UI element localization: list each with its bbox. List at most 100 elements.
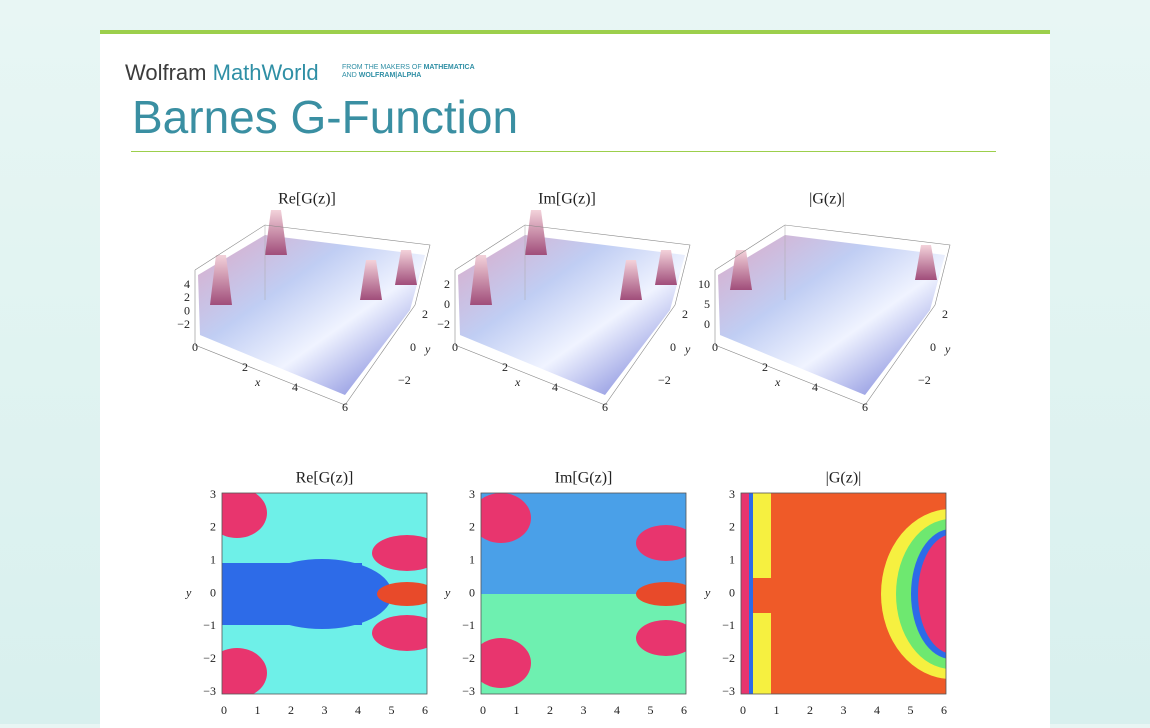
y-axis-label: y [424, 342, 431, 356]
y-tick-label: −2 [722, 651, 735, 665]
contour-region [636, 582, 686, 606]
x-tick-label: 0 [192, 340, 198, 354]
x-tick-label: 2 [547, 703, 553, 717]
x-axis-label: x [514, 375, 521, 389]
plot-label: |G(z)| [826, 470, 862, 487]
surface-spike [210, 255, 232, 305]
z-tick-label: 2 [444, 277, 450, 291]
plot-label: Re[G(z)] [296, 470, 354, 487]
y-tick-label: 0 [930, 340, 936, 354]
brand-mathworld: MathWorld [212, 60, 319, 85]
contour-region [481, 493, 531, 543]
y-tick-label: 2 [422, 307, 428, 321]
x-tick-label: 4 [874, 703, 880, 717]
z-tick-label: 2 [184, 290, 190, 304]
y-axis-label: y [704, 585, 711, 599]
surface-spike [655, 250, 677, 285]
y-axis-label: y [444, 585, 451, 599]
tagline-bold: WOLFRAM|ALPHA [358, 72, 422, 79]
x-tick-label: 0 [712, 340, 718, 354]
surface-spike [470, 255, 492, 305]
x-tick-label: 3 [322, 703, 328, 717]
surface [198, 235, 425, 395]
y-tick-label: 3 [210, 487, 216, 501]
z-tick-label: 10 [698, 277, 710, 291]
y-tick-label: −2 [398, 373, 411, 387]
x-tick-label: 2 [242, 360, 248, 374]
surface-spike [265, 210, 287, 255]
x-tick-label: 2 [762, 360, 768, 374]
plot-frame [480, 492, 687, 695]
y-tick-label: 2 [942, 307, 948, 321]
contour-region [741, 493, 749, 694]
y-tick-label: −2 [918, 373, 931, 387]
x-tick-label: 4 [812, 380, 818, 394]
x-tick-label: 4 [355, 703, 361, 717]
y-tick-label: 2 [469, 520, 475, 534]
x-tick-label: 5 [908, 703, 914, 717]
x-tick-label: 1 [774, 703, 780, 717]
contour-region [222, 648, 267, 694]
y-tick-label: −3 [722, 684, 735, 698]
surface-spike [525, 210, 547, 255]
contour-area [481, 493, 686, 694]
x-tick-label: 0 [452, 340, 458, 354]
y-tick-label: 0 [469, 585, 475, 599]
z-tick-label: 4 [184, 277, 190, 291]
surface-spike [620, 260, 642, 300]
x-tick-label: 3 [581, 703, 587, 717]
x-axis-label: x [254, 375, 261, 389]
y-tick-label: −3 [462, 684, 475, 698]
x-tick-label: 4 [552, 380, 558, 394]
y-tick-label: 1 [469, 552, 475, 566]
y-tick-label: 1 [210, 552, 216, 566]
y-tick-label: −1 [462, 618, 475, 632]
plot-frame [740, 492, 947, 695]
contour-region [636, 620, 686, 656]
y-tick-label: 1 [729, 552, 735, 566]
contour-area [741, 493, 946, 694]
x-tick-label: 6 [941, 703, 947, 717]
tagline-bold: MATHEMATICA [423, 64, 475, 71]
contour-region [918, 535, 946, 653]
x-tick-label: 1 [514, 703, 520, 717]
contour-region [222, 493, 267, 538]
y-tick-label: 3 [469, 487, 475, 501]
x-tick-label: 5 [389, 703, 395, 717]
surface [718, 235, 945, 395]
brand-wolfram: Wolfram [125, 60, 207, 85]
title-rule [131, 151, 996, 152]
x-tick-label: 6 [681, 703, 687, 717]
surface-spike [360, 260, 382, 300]
x-tick-label: 0 [480, 703, 486, 717]
x-tick-label: 1 [255, 703, 261, 717]
x-tick-label: 0 [221, 703, 227, 717]
x-tick-label: 6 [602, 400, 608, 414]
x-tick-label: 6 [862, 400, 868, 414]
contour-region [377, 582, 427, 606]
x-tick-label: 6 [422, 703, 428, 717]
contour-region [541, 594, 621, 694]
y-tick-label: 0 [670, 340, 676, 354]
x-tick-label: 5 [648, 703, 654, 717]
y-tick-label: 0 [210, 585, 216, 599]
y-tick-label: 2 [210, 520, 216, 534]
brand[interactable]: Wolfram MathWorld [125, 60, 319, 86]
y-tick-label: −2 [203, 651, 216, 665]
surface-spike [730, 250, 752, 290]
x-tick-label: 3 [841, 703, 847, 717]
y-tick-label: 0 [729, 585, 735, 599]
page-title: Barnes G-Function [132, 91, 519, 143]
contour-region [481, 638, 531, 688]
z-tick-label: 0 [704, 317, 710, 331]
y-tick-label: −2 [658, 373, 671, 387]
contour-region [222, 563, 362, 625]
x-tick-label: 4 [614, 703, 620, 717]
y-tick-label: 2 [682, 307, 688, 321]
contour-region [372, 615, 427, 651]
y-tick-label: 0 [410, 340, 416, 354]
contour-region [636, 525, 686, 561]
contour-area [222, 493, 427, 694]
plot-label: Im[G(z)] [555, 470, 613, 487]
